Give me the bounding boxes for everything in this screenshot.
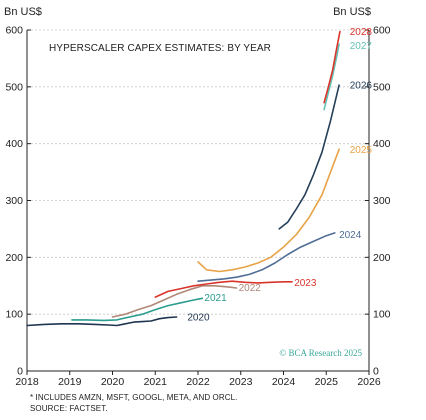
y-tick-label-right-200: 200 <box>373 252 391 264</box>
y-tick-label-right-0: 0 <box>373 366 379 378</box>
series-label-2023: 2023 <box>294 278 317 289</box>
series-label-2021: 2021 <box>204 293 227 304</box>
y-tick-label-right-400: 400 <box>373 138 391 150</box>
series-line-2021 <box>71 297 204 322</box>
series-labels: 2020 2021 2022 2023 2024 2025 2026 2027 2028 <box>187 27 372 323</box>
x-tick-label-2025: 2025 <box>315 376 339 388</box>
copyright-annotation: © BCA Research 2025 <box>279 348 362 358</box>
y-tick-label-right-500: 500 <box>373 81 391 93</box>
series-label-2026: 2026 <box>350 81 373 92</box>
series-label-2022: 2022 <box>239 283 262 294</box>
x-tick-label-2024: 2024 <box>272 376 296 388</box>
series-label-2028: 2028 <box>350 27 373 38</box>
series-line-2025 <box>197 148 340 273</box>
y-tick-label-left-300: 300 <box>5 195 23 207</box>
y-tick-label-left-400: 400 <box>5 138 23 150</box>
y-tick-label-left-0: 0 <box>17 366 23 378</box>
series-label-2027: 2027 <box>350 41 373 52</box>
series-line-2027 <box>323 43 340 111</box>
series-line-2028 <box>323 30 341 104</box>
x-tick-label-2023: 2023 <box>229 376 253 388</box>
x-tick-label-2026: 2026 <box>357 376 381 388</box>
x-tick-label-2020: 2020 <box>101 376 125 388</box>
y-tick-label-right-600: 600 <box>373 25 391 37</box>
y-tick-label-left-500: 500 <box>5 81 23 93</box>
y-tick-label-left-100: 100 <box>5 309 23 321</box>
x-tick-label-2021: 2021 <box>144 376 168 388</box>
x-tick-label-2018: 2018 <box>15 376 39 388</box>
y-axis-unit-right: Bn US$ <box>333 6 371 18</box>
series-line-2026 <box>278 84 340 230</box>
y-tick-label-right-100: 100 <box>373 309 391 321</box>
series-line-2020 <box>26 316 178 327</box>
series-line-2023 <box>154 280 293 298</box>
grid-lines <box>27 29 369 315</box>
series-line-2024 <box>197 232 336 282</box>
footnote-includes: * INCLUDES AMZN, MSFT, GOOGL, META, AND … <box>30 393 238 402</box>
y-tick-label-right-300: 300 <box>373 195 391 207</box>
x-axis: 2018 2019 2020 2021 2022 2023 2024 2025 2026 <box>15 371 381 388</box>
y-axis-left: 0 100 200 300 400 500 600 <box>5 25 31 378</box>
series-lines <box>26 30 341 327</box>
y-tick-label-left-600: 600 <box>5 25 23 37</box>
series-label-2020: 2020 <box>187 313 210 324</box>
series-label-2025: 2025 <box>350 145 373 156</box>
y-tick-label-left-200: 200 <box>5 252 23 264</box>
y-axis-unit-left: Bn US$ <box>4 6 42 18</box>
series-line-2022 <box>111 285 238 318</box>
footnote-source: SOURCE: FACTSET. <box>30 404 108 413</box>
y-axis-right: 0 100 200 300 400 500 600 <box>365 25 391 378</box>
series-label-2024: 2024 <box>339 230 362 241</box>
x-tick-label-2022: 2022 <box>186 376 210 388</box>
x-tick-label-2019: 2019 <box>58 376 82 388</box>
chart-title: HYPERSCALER CAPEX ESTIMATES: BY YEAR <box>49 43 271 54</box>
